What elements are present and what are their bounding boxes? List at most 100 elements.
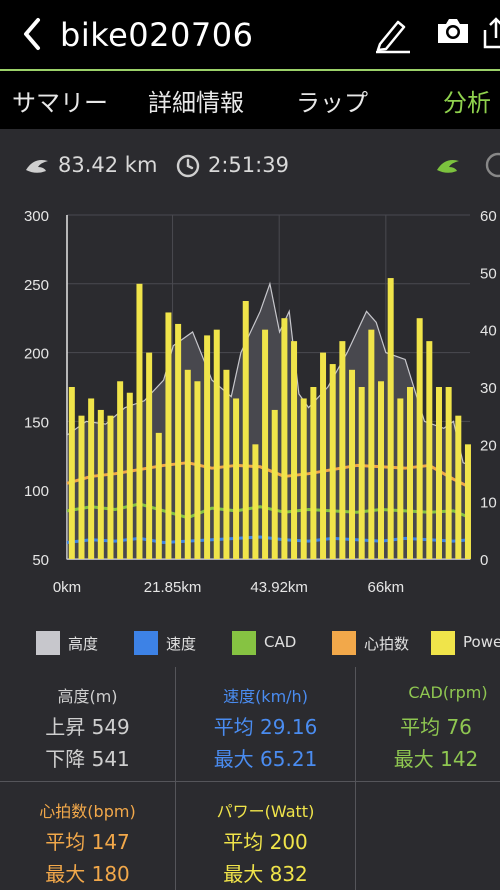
power-bar bbox=[204, 335, 211, 559]
tab-analysis[interactable]: 分析 bbox=[443, 89, 491, 117]
power-bar bbox=[426, 341, 433, 559]
power-bar bbox=[378, 381, 385, 559]
stat-title: 心拍数(bpm) bbox=[39, 802, 136, 821]
power-bar bbox=[320, 352, 327, 559]
power-bar bbox=[416, 318, 423, 559]
total-duration: 2:51:39 bbox=[208, 153, 289, 177]
y-right-tick-label: 30 bbox=[480, 380, 497, 397]
stat-value: 下降 541 bbox=[45, 747, 130, 771]
power-bar bbox=[339, 341, 346, 559]
stat-value: 平均 147 bbox=[45, 830, 130, 854]
pencil-icon[interactable] bbox=[372, 16, 414, 54]
power-bar bbox=[213, 329, 220, 559]
power-bar bbox=[252, 444, 259, 559]
y-right-tick-label: 50 bbox=[480, 265, 497, 282]
stat-title: CAD(rpm) bbox=[408, 683, 488, 702]
legend-swatch bbox=[36, 631, 60, 655]
total-distance: 83.42 km bbox=[58, 153, 158, 177]
stat-altitude: 高度(m) 上昇 549 下降 541 bbox=[0, 667, 176, 782]
clock-icon bbox=[176, 154, 200, 178]
legend-swatch bbox=[134, 631, 158, 655]
legend-label: 速度 bbox=[166, 635, 197, 653]
tab-laps[interactable]: ラップ bbox=[296, 89, 368, 117]
power-bar bbox=[223, 369, 230, 559]
stat-value: 最大 180 bbox=[45, 862, 130, 886]
tab-details[interactable]: 詳細情報 bbox=[148, 89, 244, 117]
tab-summary[interactable]: サマリー bbox=[12, 89, 108, 117]
legend-label: 高度 bbox=[68, 635, 99, 653]
power-bar bbox=[117, 381, 124, 559]
camera-icon[interactable] bbox=[436, 16, 470, 46]
power-bar bbox=[175, 323, 182, 559]
chevron-left-icon[interactable] bbox=[18, 14, 46, 54]
power-bar bbox=[146, 352, 153, 559]
power-bar bbox=[165, 312, 172, 559]
y-right-tick-label: 60 bbox=[480, 208, 497, 225]
stat-value: 平均 29.16 bbox=[213, 715, 318, 739]
stat-value: 最大 142 bbox=[393, 747, 479, 771]
power-bar bbox=[291, 341, 298, 559]
stat-power: パワー(Watt) 平均 200 最大 832 bbox=[176, 782, 356, 890]
y-left-tick-label: 100 bbox=[24, 483, 49, 500]
power-bar bbox=[349, 369, 356, 559]
power-bar bbox=[358, 387, 365, 559]
y-left-tick-label: 50 bbox=[32, 552, 49, 569]
power-bar bbox=[233, 398, 240, 559]
power-bar bbox=[88, 398, 95, 559]
stats-grid: 高度(m) 上昇 549 下降 541 速度(km/h) 平均 29.16 最大… bbox=[0, 667, 500, 890]
x-tick-label: 0km bbox=[53, 579, 81, 596]
power-bar bbox=[136, 283, 143, 559]
power-bar bbox=[107, 415, 114, 559]
y-right-tick-label: 10 bbox=[480, 495, 497, 512]
legend-swatch bbox=[332, 631, 356, 655]
share-icon[interactable] bbox=[481, 16, 500, 50]
stat-value: 平均 200 bbox=[223, 830, 308, 854]
legend-swatch bbox=[431, 631, 455, 655]
power-bar bbox=[435, 387, 442, 559]
x-tick-label: 21.85km bbox=[144, 579, 202, 596]
power-bar bbox=[281, 318, 288, 559]
stat-value: 平均 76 bbox=[400, 715, 472, 739]
pace-icon[interactable] bbox=[484, 151, 500, 179]
stat-value: 最大 65.21 bbox=[213, 747, 318, 771]
power-bar bbox=[68, 387, 75, 559]
bike-distance-icon bbox=[26, 160, 48, 173]
power-bar bbox=[445, 387, 452, 559]
stat-title: 速度(km/h) bbox=[223, 687, 308, 706]
y-left-tick-label: 200 bbox=[24, 346, 49, 363]
analysis-chart[interactable]: 300 250 200 150 100 50 60 50 40 30 20 10 0 0km 21.85km… bbox=[0, 199, 500, 619]
legend-label: Power bbox=[463, 633, 500, 651]
legend-swatch bbox=[232, 631, 256, 655]
legend-label: 心拍数 bbox=[364, 635, 410, 653]
summary-row: 83.42 km 2:51:39 bbox=[0, 129, 500, 199]
stat-title: 高度(m) bbox=[57, 687, 118, 706]
power-bar bbox=[194, 381, 201, 559]
stat-heart-rate: 心拍数(bpm) 平均 147 最大 180 bbox=[0, 782, 176, 890]
stat-speed: 速度(km/h) 平均 29.16 最大 65.21 bbox=[176, 667, 356, 782]
power-bar bbox=[78, 415, 85, 559]
legend-label: CAD bbox=[264, 633, 297, 651]
header-divider bbox=[0, 69, 500, 71]
power-bar bbox=[310, 387, 317, 559]
top-bar: bike020706 bbox=[0, 0, 500, 70]
power-bar bbox=[126, 392, 133, 559]
y-left-tick-label: 300 bbox=[24, 208, 49, 225]
y-left-tick-label: 250 bbox=[24, 277, 49, 294]
y-right-tick-label: 0 bbox=[480, 552, 488, 569]
stat-value: 上昇 549 bbox=[45, 715, 130, 739]
power-bar bbox=[464, 444, 471, 559]
page-title: bike020706 bbox=[60, 16, 254, 54]
power-bar bbox=[271, 409, 278, 559]
x-tick-label: 43.92km bbox=[250, 579, 308, 596]
y-left-tick-label: 150 bbox=[24, 414, 49, 431]
stat-cadence: CAD(rpm) 平均 76 最大 142 bbox=[356, 667, 500, 782]
y-right-tick-label: 40 bbox=[480, 323, 497, 340]
bike-sport-icon bbox=[437, 160, 459, 173]
tab-bar: サマリー 詳細情報 ラップ 分析 bbox=[0, 71, 500, 129]
y-right-tick-label: 20 bbox=[480, 437, 497, 454]
power-bar bbox=[368, 329, 375, 559]
power-bar bbox=[300, 398, 307, 559]
power-bar bbox=[406, 387, 413, 559]
power-bar bbox=[262, 329, 269, 559]
